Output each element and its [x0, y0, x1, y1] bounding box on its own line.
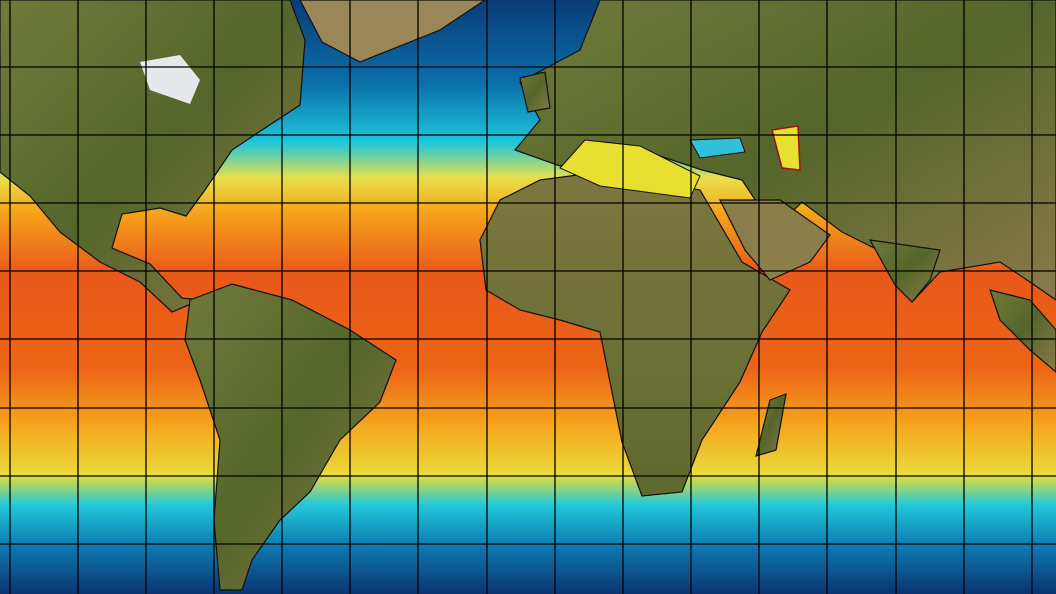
black-sea — [689, 137, 746, 159]
southeast-asia — [989, 289, 1056, 373]
mediterranean — [559, 139, 701, 199]
madagascar — [755, 393, 787, 457]
arabia — [719, 199, 831, 281]
caspian-sea — [771, 125, 801, 171]
south-america — [184, 283, 397, 591]
north-america — [0, 0, 306, 313]
greenland — [299, 0, 487, 63]
british-isles — [519, 71, 551, 113]
